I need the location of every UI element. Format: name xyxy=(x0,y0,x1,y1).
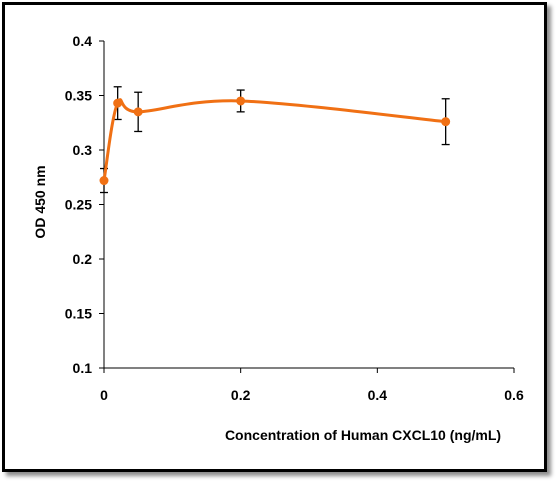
x-tick-label: 0.4 xyxy=(368,387,388,403)
series-line xyxy=(102,98,446,181)
series-group xyxy=(99,96,451,186)
data-point xyxy=(236,96,246,106)
x-tick-label: 0.2 xyxy=(231,387,251,403)
y-tick-labels: 0.1 0.15 0.2 0.25 0.3 0.35 0.4 xyxy=(65,33,92,376)
y-tick-label: 0.15 xyxy=(65,306,92,322)
y-tick-label: 0.35 xyxy=(65,88,92,104)
data-point xyxy=(99,176,109,186)
x-axis-title: Concentration of Human CXCL10 (ng/mL) xyxy=(225,427,501,443)
chart-frame xyxy=(2,2,547,472)
axes xyxy=(99,40,515,373)
data-point xyxy=(441,117,451,127)
y-tick-label: 0.2 xyxy=(73,251,93,267)
x-tick-label: 0.6 xyxy=(504,387,524,403)
data-point xyxy=(113,98,123,108)
y-tick-label: 0.4 xyxy=(73,33,93,49)
y-axis-title: OD 450 nm xyxy=(32,165,48,238)
y-tick-label: 0.1 xyxy=(73,360,93,376)
data-point xyxy=(133,107,143,117)
x-tick-label: 0 xyxy=(100,387,108,403)
x-tick-labels: 0 0.2 0.4 0.6 xyxy=(100,387,524,403)
y-tick-label: 0.3 xyxy=(73,142,93,158)
y-tick-label: 0.25 xyxy=(65,197,92,213)
